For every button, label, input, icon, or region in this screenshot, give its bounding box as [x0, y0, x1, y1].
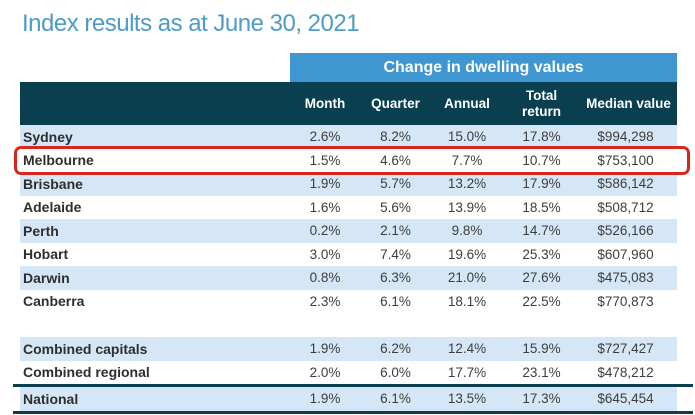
cell-median-value: $607,960 — [597, 246, 654, 262]
table-row-national: National 1.9% 6.1% 13.5% 17.3% $645,454 — [20, 387, 677, 411]
col-header-blank — [20, 82, 290, 125]
col-header-quarter: Quarter — [371, 95, 420, 111]
cell-quarter: 6.0% — [380, 364, 411, 380]
row-label: Adelaide — [23, 199, 82, 216]
table-row-sydney: Sydney 2.6% 8.2% 15.0% 17.8% $994,298 — [20, 125, 677, 149]
page-title: Index results as at June 30, 2021 — [22, 10, 360, 37]
cell-quarter: 7.4% — [380, 246, 411, 262]
row-label: Hobart — [23, 246, 69, 263]
cell-quarter: 5.7% — [380, 176, 411, 192]
cell-quarter: 6.1% — [380, 293, 411, 309]
row-label: Perth — [23, 222, 59, 239]
table-row-brisbane: Brisbane 1.9% 5.7% 13.2% 17.9% $586,142 — [20, 172, 677, 196]
table-row-hobart: Hobart 3.0% 7.4% 19.6% 25.3% $607,960 — [20, 242, 677, 266]
divider-rule-bottom — [13, 410, 693, 414]
row-label: Brisbane — [23, 175, 83, 192]
cell-median-value: $508,712 — [597, 199, 654, 215]
cell-median-value: $753,100 — [597, 152, 654, 168]
index-results-table: Change in dwelling values Month Quarter … — [13, 53, 693, 414]
cell-total-return: 18.5% — [522, 199, 561, 215]
cell-month: 2.0% — [309, 364, 341, 380]
table-row-melbourne: Melbourne 1.5% 4.6% 7.7% 10.7% $753,100 — [14, 145, 690, 175]
table-row-combined-regional: Combined regional 2.0% 6.0% 17.7% 23.1% … — [20, 360, 677, 384]
cell-total-return: 17.8% — [522, 129, 561, 145]
cell-median-value: $770,873 — [597, 293, 654, 309]
cell-annual: 9.8% — [451, 223, 483, 239]
cell-total-return: 17.3% — [522, 391, 561, 407]
cell-median-value: $475,083 — [597, 270, 654, 286]
cell-month: 1.9% — [309, 391, 341, 407]
col-header-median-value: Median value — [586, 95, 671, 111]
row-label: Combined capitals — [23, 340, 148, 357]
cell-total-return: 15.9% — [522, 341, 561, 357]
cell-median-value: $994,298 — [597, 129, 654, 145]
col-header-month: Month — [304, 95, 346, 111]
cell-annual: 19.6% — [447, 246, 487, 262]
cell-total-return: 27.6% — [522, 270, 561, 286]
cell-annual: 12.4% — [447, 341, 487, 357]
cell-annual: 13.5% — [447, 391, 487, 407]
cell-total-return: 17.9% — [522, 176, 561, 192]
row-label: Combined regional — [23, 364, 150, 381]
cell-annual: 17.7% — [447, 364, 487, 380]
cell-median-value: $526,166 — [597, 223, 654, 239]
cell-month: 0.8% — [309, 270, 341, 286]
cell-month: 1.9% — [309, 176, 341, 192]
col-header-annual: Annual — [444, 95, 490, 111]
cell-annual: 18.1% — [447, 293, 487, 309]
cell-month: 1.5% — [309, 152, 341, 168]
band-row: Change in dwelling values — [20, 53, 677, 82]
cell-annual: 21.0% — [447, 270, 487, 286]
cell-total-return: 22.5% — [522, 293, 561, 309]
table-row-canberra: Canberra 2.3% 6.1% 18.1% 22.5% $770,873 — [20, 289, 677, 313]
cell-quarter: 4.6% — [380, 152, 411, 168]
cell-median-value: $586,142 — [597, 176, 654, 192]
cell-annual: 7.7% — [451, 152, 483, 168]
cell-month: 2.3% — [309, 293, 341, 309]
table-header-row: Month Quarter Annual Total return Median… — [20, 82, 677, 125]
cell-quarter: 6.1% — [380, 391, 411, 407]
cell-quarter: 6.3% — [380, 270, 411, 286]
table-row-adelaide: Adelaide 1.6% 5.6% 13.9% 18.5% $508,712 — [20, 195, 677, 219]
row-label: Darwin — [23, 269, 70, 286]
cell-annual: 15.0% — [447, 129, 487, 145]
table-row-combined-capitals: Combined capitals 1.9% 6.2% 12.4% 15.9% … — [20, 337, 677, 361]
col-header-total-return: Total return — [521, 87, 561, 119]
cell-quarter: 2.1% — [380, 223, 411, 239]
cell-month: 3.0% — [309, 246, 341, 262]
cell-month: 2.6% — [309, 129, 341, 145]
spacer-row — [20, 313, 677, 337]
divider-rule-top — [13, 384, 693, 387]
cell-quarter: 5.6% — [380, 199, 411, 215]
cell-median-value: $727,427 — [597, 341, 654, 357]
table-row-darwin: Darwin 0.8% 6.3% 21.0% 27.6% $475,083 — [20, 266, 677, 290]
table-row-perth: Perth 0.2% 2.1% 9.8% 14.7% $526,166 — [20, 219, 677, 243]
cell-quarter: 6.2% — [380, 341, 411, 357]
row-label: Melbourne — [23, 152, 94, 169]
cell-annual: 13.2% — [447, 176, 487, 192]
cell-total-return: 14.7% — [522, 223, 561, 239]
row-label: Canberra — [23, 293, 85, 310]
cell-total-return: 10.7% — [522, 152, 561, 168]
cell-total-return: 25.3% — [522, 246, 561, 262]
cell-quarter: 8.2% — [380, 129, 411, 145]
cell-month: 1.9% — [309, 341, 341, 357]
cell-annual: 13.9% — [447, 199, 487, 215]
cell-total-return: 23.1% — [522, 364, 561, 380]
cell-median-value: $478,212 — [597, 364, 654, 380]
change-in-dwelling-values-band: Change in dwelling values — [290, 53, 677, 82]
cell-median-value: $645,454 — [597, 391, 654, 407]
row-label: National — [23, 390, 79, 407]
cell-month: 0.2% — [309, 223, 341, 239]
row-label: Sydney — [23, 128, 73, 145]
cell-month: 1.6% — [309, 199, 341, 215]
